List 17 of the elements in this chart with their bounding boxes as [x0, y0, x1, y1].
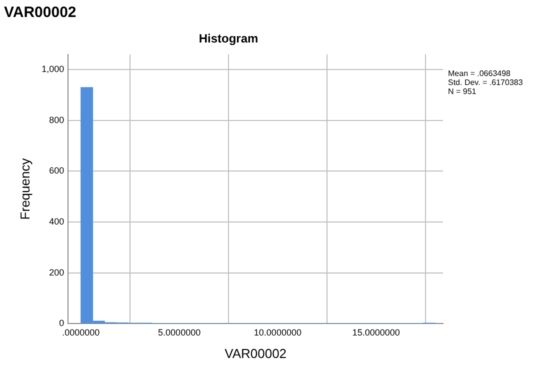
text: Mean = .0663498: [448, 69, 512, 78]
y-tick-label: 800: [49, 114, 64, 125]
y-tick-label: 400: [49, 216, 64, 226]
x-tick-label: 5.0000000: [158, 327, 201, 338]
chart-subtitle: Histogram: [198, 32, 258, 46]
x-axis-title: VAR00002: [224, 346, 287, 361]
y-tick-label: 1,000: [42, 64, 64, 74]
y-axis-title: Frequency: [17, 158, 32, 220]
text: Std. Dev. = .6170383: [448, 78, 523, 87]
chart-title: VAR00002: [4, 4, 76, 21]
x-tick-label: 15.0000000: [352, 327, 400, 338]
text: N = 951: [448, 87, 478, 96]
y-tick-label: 0: [59, 318, 64, 328]
y-tick-label: 600: [49, 166, 64, 176]
x-tick-label: .0000000: [62, 327, 100, 338]
y-tick-label: 200: [49, 267, 64, 278]
x-tick-label: 10.0000000: [254, 327, 302, 338]
